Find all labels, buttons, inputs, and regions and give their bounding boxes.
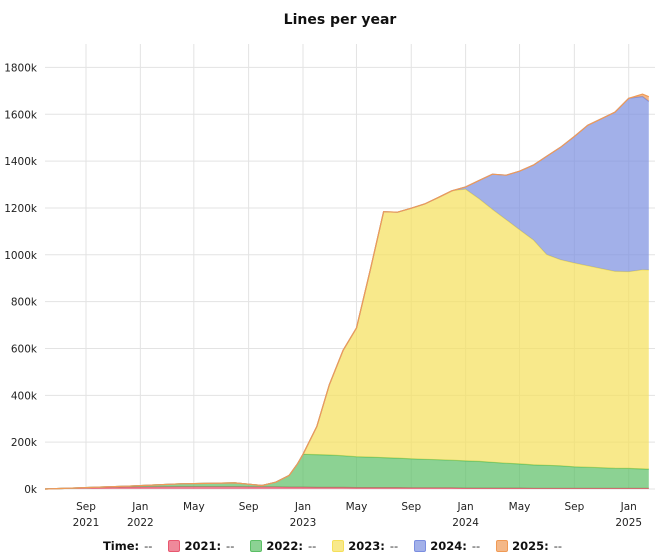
y-tick-label: 1200k bbox=[4, 203, 38, 215]
legend-series-list: 2021: -- 2022: -- 2023: -- 2024: -- 2025: -- bbox=[160, 539, 570, 553]
y-tick-label: 800k bbox=[11, 297, 38, 309]
legend-time-value: -- bbox=[144, 539, 153, 553]
legend-item-2022[interactable]: 2022: -- bbox=[250, 539, 316, 553]
legend-item-2021[interactable]: 2021: -- bbox=[168, 539, 234, 553]
x-tick-label: Jan bbox=[457, 501, 474, 513]
y-axis-tick-labels: 0k 200k 400k 600k 800k 1000k 1200k 1400k 1600k 18… bbox=[4, 62, 38, 496]
x-tick-label: May bbox=[183, 501, 205, 513]
legend-value: -- bbox=[226, 539, 235, 553]
area-series-2024 bbox=[45, 96, 649, 489]
y-tick-label: 1000k bbox=[4, 250, 38, 262]
legend-swatch bbox=[168, 540, 181, 552]
y-tick-label: 200k bbox=[11, 437, 38, 449]
x-tick-year-label: 2024 bbox=[452, 517, 479, 529]
x-axis-tick-labels: Sep 2021 Jan 2022 May Sep Jan 2023 May Sep Jan 2024… bbox=[73, 501, 642, 529]
y-tick-label: 600k bbox=[11, 343, 38, 355]
series-areas bbox=[44, 93, 650, 490]
legend-item-2023[interactable]: 2023: -- bbox=[332, 539, 398, 553]
line-series-2025 bbox=[44, 93, 650, 490]
legend: Time: -- 2021: -- 2022: -- 2023: -- 2024: -- 202… bbox=[0, 537, 665, 555]
x-tick-year-label: 2025 bbox=[615, 517, 642, 529]
legend-swatch bbox=[332, 540, 345, 552]
y-tick-label: 1400k bbox=[4, 156, 38, 168]
area-series-2023 bbox=[45, 189, 649, 489]
legend-swatch bbox=[250, 540, 263, 552]
legend-value: -- bbox=[471, 539, 481, 553]
stacked-area-chart: Lines per year 0k 200k 400k 600k 800k 1000k 12… bbox=[4, 12, 655, 529]
legend-time: Time: -- bbox=[103, 539, 152, 553]
chart-title: Lines per year bbox=[284, 12, 397, 28]
legend-label: 2025: bbox=[512, 539, 549, 553]
legend-label: 2021: bbox=[184, 539, 222, 553]
y-tick-label: 1800k bbox=[4, 62, 38, 74]
x-tick-label: Jan bbox=[131, 501, 148, 513]
legend-time-label: Time: bbox=[102, 539, 140, 553]
x-tick-label: Sep bbox=[401, 501, 421, 513]
legend-value: -- bbox=[389, 539, 399, 553]
x-tick-year-label: 2022 bbox=[127, 517, 154, 529]
legend-value: -- bbox=[307, 539, 317, 553]
y-gridlines bbox=[45, 66, 655, 490]
y-tick-label: 400k bbox=[11, 390, 38, 402]
legend-item-2025[interactable]: 2025: -- bbox=[496, 539, 562, 553]
legend-swatch bbox=[414, 540, 427, 552]
x-tick-label: Sep bbox=[76, 501, 96, 513]
y-tick-label: 1600k bbox=[4, 109, 38, 121]
x-tick-label: Sep bbox=[239, 501, 259, 513]
legend-item-2024[interactable]: 2024: -- bbox=[414, 539, 480, 553]
y-tick-label: 0k bbox=[24, 484, 38, 496]
x-tick-label: May bbox=[509, 501, 531, 513]
x-tick-label: Jan bbox=[620, 501, 637, 513]
x-tick-label: Jan bbox=[294, 501, 311, 513]
legend-label: 2023: bbox=[348, 539, 385, 553]
legend-label: 2024: bbox=[430, 539, 467, 553]
legend-label: 2022: bbox=[266, 539, 303, 553]
x-tick-label: May bbox=[346, 501, 368, 513]
x-tick-label: Sep bbox=[564, 501, 584, 513]
legend-swatch bbox=[496, 540, 509, 552]
x-tick-year-label: 2021 bbox=[73, 517, 100, 529]
x-tick-year-label: 2023 bbox=[290, 517, 317, 529]
legend-value: -- bbox=[553, 539, 563, 553]
